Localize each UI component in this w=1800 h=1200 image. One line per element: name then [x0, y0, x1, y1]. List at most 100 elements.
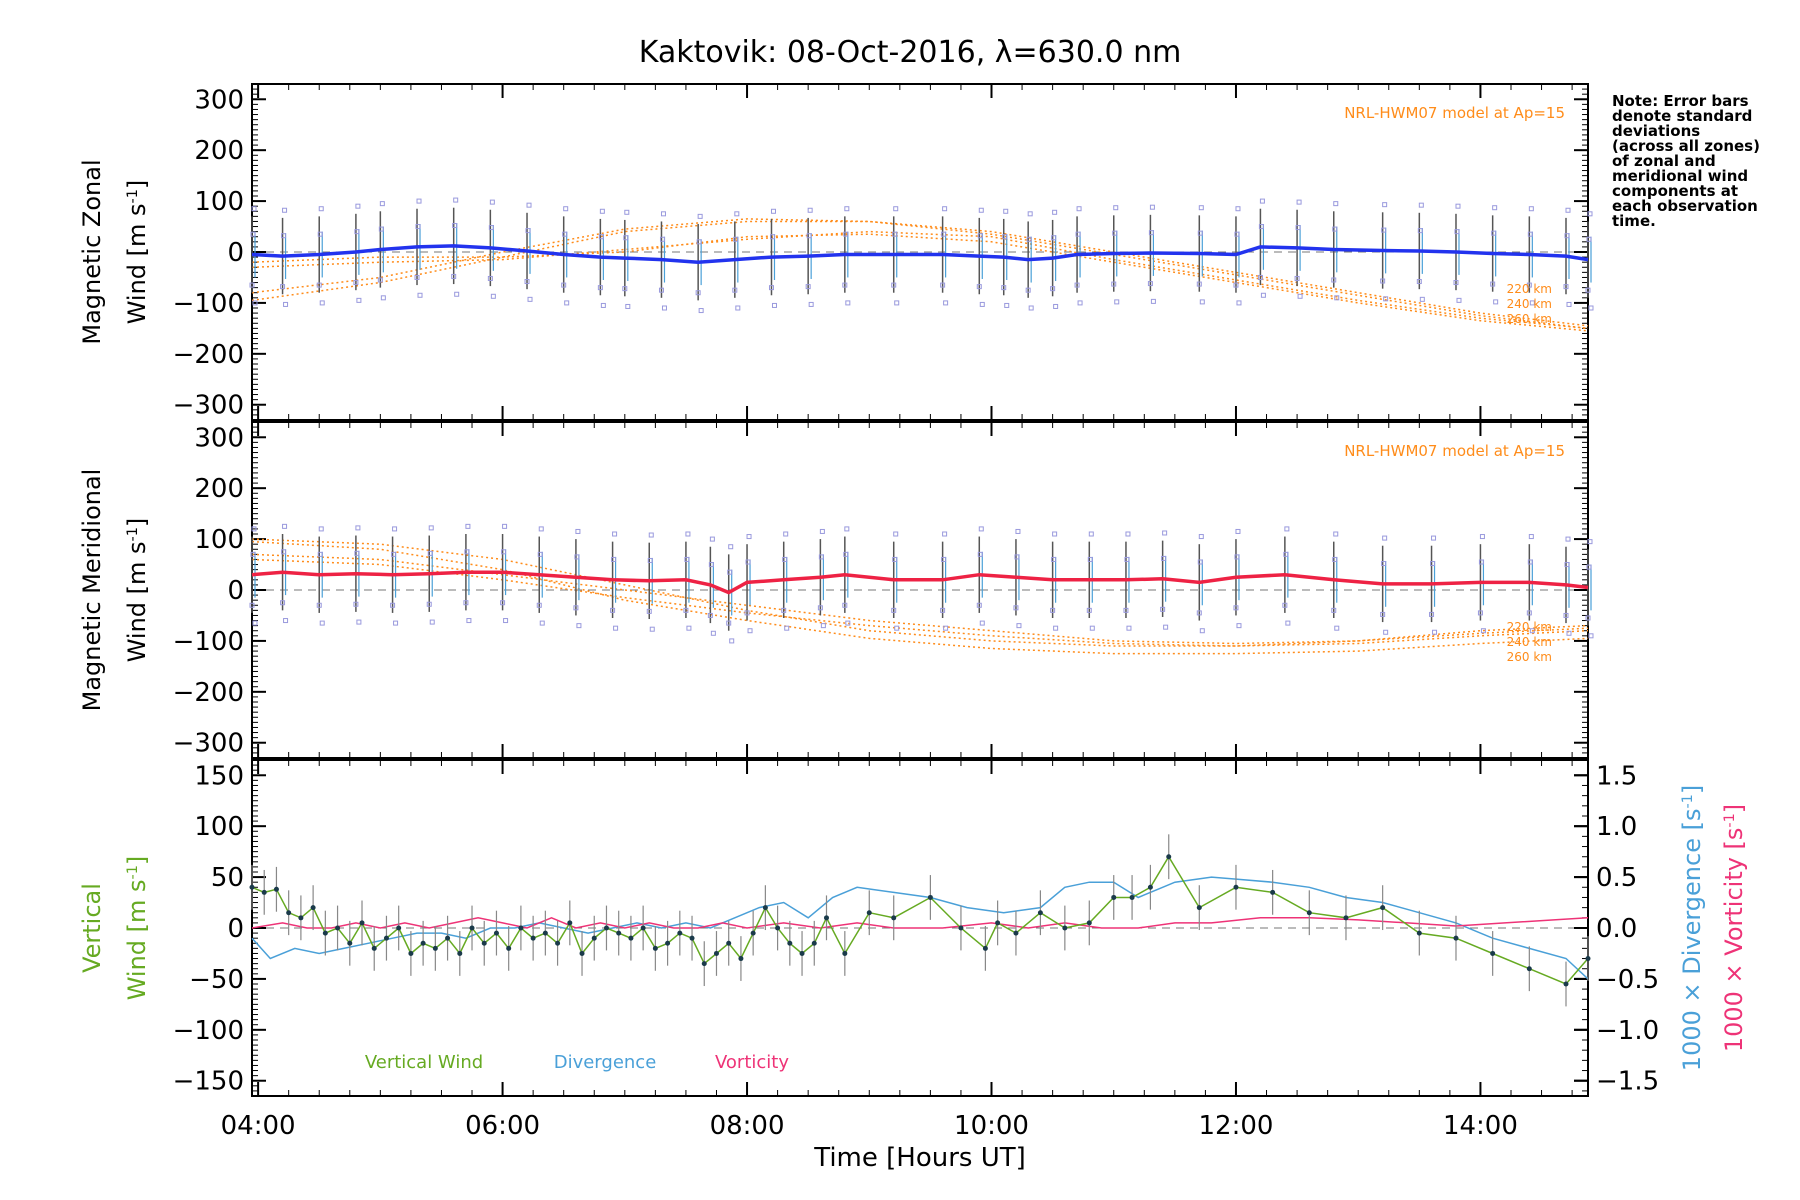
- vertical-wind-point: [665, 940, 671, 946]
- vertical-wind-point: [1129, 894, 1135, 900]
- vertical-wind-point: [1233, 884, 1239, 890]
- sample-marker: [355, 203, 361, 209]
- sample-marker: [575, 528, 581, 534]
- sample-marker: [783, 531, 789, 537]
- sample-marker: [746, 534, 752, 540]
- x-tick-label: 08:00: [710, 1111, 785, 1141]
- sample-marker: [1334, 625, 1340, 631]
- sample-marker: [1197, 559, 1203, 565]
- sample-marker: [1258, 224, 1264, 230]
- vertical-wind-point: [432, 945, 438, 951]
- sample-marker: [1429, 611, 1435, 617]
- vertical-wind-point: [249, 884, 255, 890]
- chart-title: Kaktovik: 08-Oct-2016, λ=630.0 nm: [639, 35, 1182, 70]
- sample-marker: [648, 532, 654, 538]
- sample-marker: [940, 607, 946, 613]
- sample-marker: [599, 208, 605, 214]
- vertical-wind-point: [1453, 935, 1459, 941]
- vertical-wind-point: [518, 925, 524, 931]
- sample-marker: [843, 231, 849, 237]
- x-tick-label: 14:00: [1443, 1111, 1518, 1141]
- sample-marker: [1233, 282, 1239, 288]
- sample-marker: [686, 625, 692, 631]
- sample-marker: [1490, 281, 1496, 287]
- sample-marker: [598, 234, 604, 240]
- sample-marker: [576, 623, 582, 629]
- sample-marker: [707, 612, 713, 618]
- sample-marker: [844, 206, 850, 212]
- vertical-wind-point: [445, 935, 451, 941]
- sample-marker: [979, 620, 985, 626]
- panel-vertical: −150 −100 −50 0 50 100 150 Vertical Wind [m s-1]…: [78, 759, 1748, 1173]
- sample-marker: [806, 233, 812, 239]
- sample-marker: [280, 284, 286, 290]
- sample-marker: [684, 556, 690, 562]
- y2-tick-label: −1.5: [1596, 1067, 1659, 1097]
- vertical-wind-point: [396, 925, 402, 931]
- sample-marker: [1566, 301, 1572, 307]
- sample-marker: [379, 201, 385, 207]
- sample-marker: [319, 300, 325, 306]
- sample-marker: [500, 600, 506, 606]
- sample-marker: [1088, 531, 1094, 537]
- vertical-wind-point: [298, 915, 304, 921]
- sample-marker: [318, 206, 324, 212]
- sample-marker: [1478, 559, 1484, 565]
- sample-marker: [487, 275, 493, 281]
- sample-marker: [1113, 205, 1119, 211]
- vertical-wind-point: [652, 945, 658, 951]
- sample-marker: [1013, 605, 1019, 611]
- vertical-wind-point: [322, 930, 328, 936]
- sample-marker: [353, 601, 359, 607]
- sample-marker: [1148, 230, 1154, 236]
- vertical-wind-point: [891, 915, 897, 921]
- sample-marker: [892, 556, 898, 562]
- sample-marker: [356, 297, 362, 303]
- sample-marker: [733, 236, 739, 242]
- sample-marker: [415, 224, 421, 230]
- sample-marker: [1199, 628, 1205, 634]
- sample-marker: [976, 284, 982, 290]
- y-axis-label-line2: Wind [m s-1]: [123, 856, 151, 1001]
- sample-marker: [891, 282, 897, 288]
- x-tick-label: 04:00: [221, 1111, 296, 1141]
- sample-marker: [1075, 231, 1081, 237]
- vertical-wind-point: [750, 930, 756, 936]
- sample-marker: [563, 206, 569, 212]
- altitude-label: 240 km: [1507, 297, 1552, 311]
- sample-marker: [1432, 629, 1438, 635]
- sample-marker: [1197, 230, 1203, 236]
- sample-marker: [354, 229, 360, 235]
- sample-marker: [1053, 625, 1059, 631]
- y-tick-label: 150: [194, 761, 244, 791]
- sample-marker: [1235, 528, 1241, 534]
- model-line: [251, 558, 1589, 647]
- sample-marker: [1454, 229, 1460, 235]
- sample-marker: [490, 293, 496, 299]
- vertical-wind-point: [726, 940, 732, 946]
- sample-marker: [1284, 526, 1290, 532]
- sample-marker: [622, 286, 628, 292]
- zonal-wind-line: [251, 244, 1589, 264]
- y-tick-label: 100: [194, 187, 244, 217]
- sample-marker: [745, 559, 751, 565]
- sample-marker: [625, 303, 631, 309]
- sample-marker: [892, 231, 898, 237]
- model-label: NRL-HWM07 model at Ap=15: [1344, 104, 1565, 122]
- y2-tick-label: 0.5: [1596, 863, 1637, 893]
- sample-marker: [696, 239, 702, 245]
- sample-marker: [941, 556, 947, 562]
- vertical-wind-point: [603, 925, 609, 931]
- sample-marker: [1089, 625, 1095, 631]
- sample-marker: [1492, 205, 1498, 211]
- sample-marker: [249, 282, 255, 288]
- sample-marker: [536, 602, 542, 608]
- sample-marker: [1332, 556, 1338, 562]
- vertical-wind-point: [591, 935, 597, 941]
- vertical-wind-point: [1037, 910, 1043, 916]
- sample-marker: [807, 207, 813, 213]
- sample-marker: [940, 282, 946, 288]
- y2-axis-label-divergence: 1000 × Divergence [s-1]: [1678, 785, 1706, 1071]
- sample-marker: [1294, 275, 1300, 281]
- sample-marker: [1527, 559, 1533, 565]
